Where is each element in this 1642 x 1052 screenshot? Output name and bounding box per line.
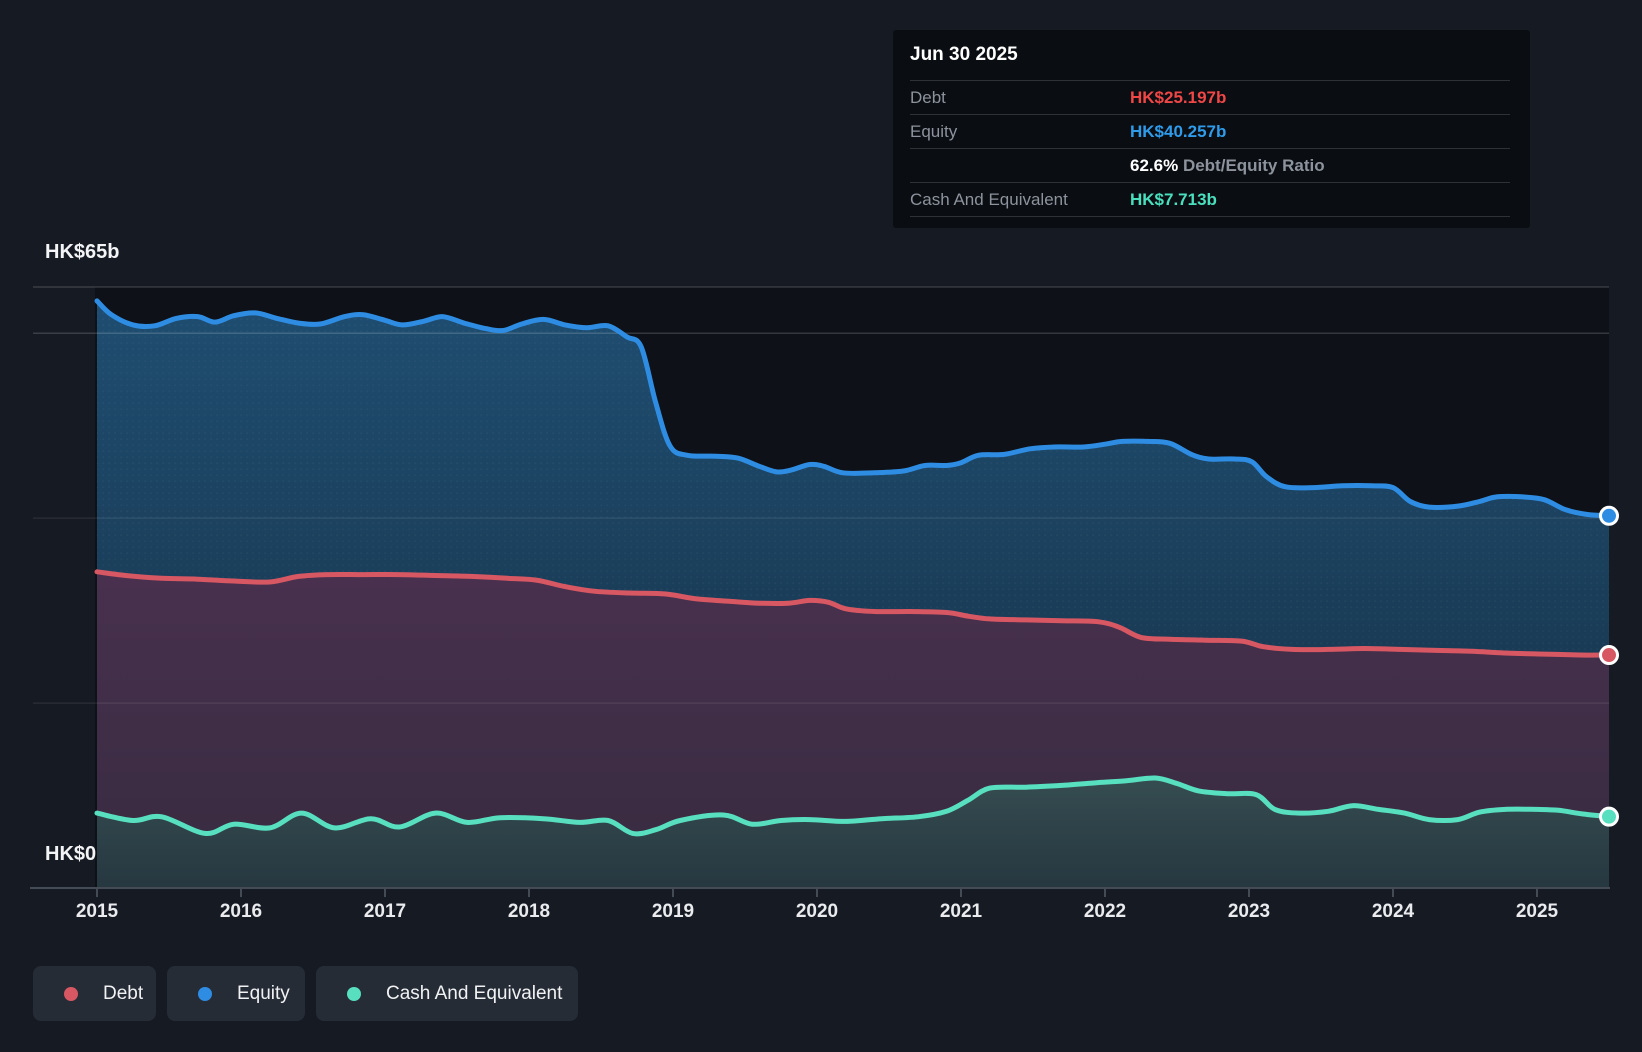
debt-end-marker (1599, 645, 1619, 666)
tooltip-debt-value: HK$25.197b (1130, 87, 1227, 107)
y-axis-zero-label: HK$0 (45, 843, 96, 865)
x-tick-label: 2016 (220, 901, 262, 922)
debt-dot-icon (64, 986, 78, 1001)
tooltip-date: Jun 30 2025 (910, 44, 1018, 65)
legend-equity-label: Equity (237, 982, 290, 1004)
ratio-percent: 62.6% (1130, 155, 1179, 175)
x-tick-label: 2017 (364, 901, 406, 922)
tooltip-row-equity: Equity HK$40.257b (910, 114, 1510, 148)
tooltip-equity-label: Equity (910, 121, 958, 141)
tooltip-row-ratio: 62.6% Debt/Equity Ratio (910, 148, 1510, 182)
series-lines (94, 298, 1612, 837)
legend-cash-label: Cash And Equivalent (386, 982, 563, 1004)
ratio-caption: Debt/Equity Ratio (1182, 155, 1325, 175)
axis-labels: HK$65b HK$0 2015 2016 2017 2018 2019 2020 2021 20… (45, 241, 1559, 922)
y-axis-max-label: HK$65b (45, 241, 119, 263)
equity-line (94, 298, 1612, 519)
tooltip-cash-value: HK$7.713b (1130, 189, 1217, 209)
x-tick-label: 2019 (652, 901, 694, 922)
x-tick-label: 2025 (1516, 901, 1559, 922)
equity-end-marker (1599, 505, 1619, 526)
equity-dot-icon (198, 986, 212, 1001)
cash-and-equivalent-end-marker (1599, 806, 1619, 827)
tooltip-row-debt: Debt HK$25.197b (910, 80, 1510, 114)
legend-debt-label: Debt (103, 982, 144, 1004)
debt-line (94, 569, 1612, 658)
gridlines (30, 286, 1610, 897)
cash-and-equivalent-line (94, 775, 1612, 837)
cash-dot-icon (347, 986, 361, 1001)
x-tick-label: 2024 (1372, 901, 1415, 922)
series-end-markers (1599, 505, 1619, 827)
cash-area-fill (97, 777, 1609, 888)
x-tick-label: 2023 (1228, 901, 1270, 922)
tooltip-panel: Jun 30 2025 Debt HK$25.197b Equity HK$40… (893, 30, 1530, 228)
x-tick-label: 2018 (508, 901, 550, 922)
legend-item-equity[interactable]: Equity (167, 966, 305, 1021)
tooltip-ratio-value: 62.6% Debt/Equity Ratio (1130, 156, 1325, 176)
x-tick-label: 2020 (796, 901, 838, 922)
x-tick-label: 2021 (940, 901, 983, 922)
x-tick-label: 2022 (1084, 901, 1126, 922)
tooltip-debt-label: Debt (910, 87, 946, 107)
tooltip-equity-value: HK$40.257b (1130, 121, 1227, 141)
legend-item-debt[interactable]: Debt (33, 966, 156, 1021)
x-tick-label: 2015 (76, 901, 119, 922)
legend-item-cash[interactable]: Cash And Equivalent (316, 966, 578, 1021)
tooltip-cash-label: Cash And Equivalent (910, 189, 1068, 209)
tooltip-row-cash: Cash And Equivalent HK$7.713b (910, 182, 1510, 217)
